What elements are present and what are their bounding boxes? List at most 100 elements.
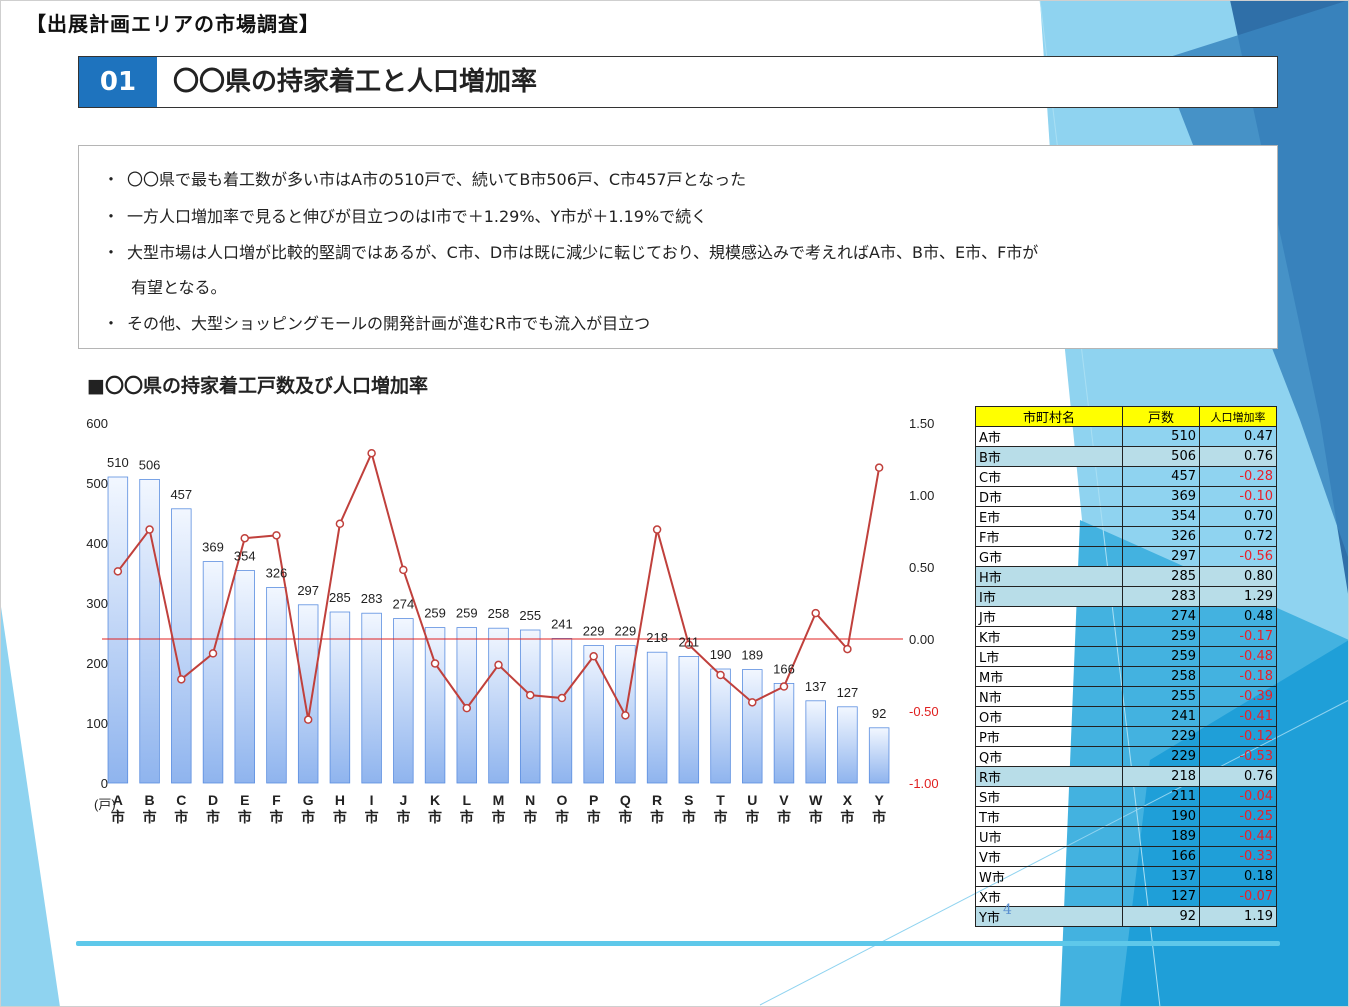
table-row: U市 189 -0.44 <box>975 826 1277 847</box>
y-right-tick-label: 0.50 <box>909 560 934 575</box>
bullet-item: ・その他、大型ショッピングモールの開発計画が進むR市でも流入が目立つ <box>103 310 650 334</box>
table-cell-count: 510 <box>1122 426 1200 447</box>
x-tick-label: C <box>176 792 186 808</box>
table-cell-name: J市 <box>975 606 1123 627</box>
line-point <box>113 567 123 576</box>
table-cell-count: 137 <box>1122 866 1200 887</box>
y-left-tick-label: 400 <box>86 536 108 551</box>
bar-data-label: 259 <box>456 606 478 621</box>
line-point <box>494 660 503 670</box>
line-point <box>399 565 408 575</box>
x-tick-label: V <box>779 792 789 808</box>
table-cell-rate: -0.12 <box>1199 726 1277 747</box>
y-right-tick-label: 1.00 <box>909 488 934 503</box>
bar <box>107 476 129 784</box>
table-cell-name: L市 <box>975 646 1123 667</box>
y-left-tick-label: 500 <box>86 476 108 491</box>
table-cell-rate: -0.48 <box>1199 646 1277 667</box>
line-point <box>272 531 281 540</box>
x-tick-label-suffix: 市 <box>143 809 157 825</box>
x-tick-label-suffix: 市 <box>777 809 791 825</box>
bar-data-label: 229 <box>615 624 637 639</box>
bar-data-label: 510 <box>107 455 129 470</box>
data-table: 市町村名 戸数 人口増加率 A市 510 0.47 B市 506 0.76 C市 457 -0.28 D… <box>975 406 1277 927</box>
table-cell-count: 457 <box>1122 466 1200 487</box>
bar <box>773 682 795 784</box>
table-cell-rate: -0.17 <box>1199 626 1277 647</box>
page-title: 【出展計画エリアの市場調査】 <box>26 12 320 36</box>
x-tick-label: Y <box>874 792 884 808</box>
x-tick-label: O <box>556 792 567 808</box>
x-tick-label: T <box>716 792 725 808</box>
line-point <box>652 525 662 534</box>
line-point <box>874 463 884 472</box>
table-row: M市 258 -0.18 <box>975 666 1277 687</box>
x-tick-label-suffix: 市 <box>365 809 379 825</box>
line-point <box>684 640 694 650</box>
y-left-unit-label: (戸) <box>94 797 116 812</box>
bar-data-label: 189 <box>741 648 763 663</box>
table-cell-name: H市 <box>975 566 1123 587</box>
table-cell-rate: -0.56 <box>1199 546 1277 567</box>
bar <box>742 669 763 784</box>
x-tick-label-suffix: 市 <box>555 809 569 825</box>
x-tick-label-suffix: 市 <box>872 809 886 825</box>
line-point <box>430 659 440 668</box>
table-header-row: 市町村名 戸数 人口増加率 <box>975 406 1277 427</box>
bar <box>710 668 731 784</box>
bullet-mark: ・ <box>103 170 120 189</box>
bar <box>234 570 255 784</box>
table-row: A市 510 0.47 <box>975 426 1277 447</box>
table-cell-count: 354 <box>1122 506 1200 527</box>
table-cell-name: G市 <box>975 546 1123 567</box>
bullet-mark: ・ <box>103 314 120 333</box>
x-tick-label: H <box>335 792 345 808</box>
table-row: J市 274 0.48 <box>975 606 1277 627</box>
section-number: 01 <box>79 57 157 107</box>
line-point <box>621 711 630 720</box>
x-tick-label: U <box>747 792 757 808</box>
table-cell-count: 190 <box>1122 806 1200 827</box>
bullet-mark: ・ <box>103 207 120 226</box>
x-tick-label: W <box>809 792 823 808</box>
x-tick-label: P <box>589 792 598 808</box>
table-cell-count: 127 <box>1122 886 1200 907</box>
table-cell-rate: 1.29 <box>1199 586 1277 607</box>
x-tick-label: B <box>145 792 155 808</box>
table-cell-rate: -0.28 <box>1199 466 1277 487</box>
x-tick-label-suffix: 市 <box>618 809 632 825</box>
bar-data-label: 457 <box>170 487 192 502</box>
table-cell-count: 326 <box>1122 526 1200 547</box>
bar-data-label: 190 <box>710 647 732 662</box>
y-left-tick-label: 200 <box>86 656 108 671</box>
bar-data-label: 274 <box>392 597 414 612</box>
bar-data-label: 241 <box>551 616 573 631</box>
bar-data-label: 326 <box>266 565 288 580</box>
line-point <box>779 682 789 691</box>
table-cell-rate: -0.33 <box>1199 846 1277 867</box>
bar <box>837 706 858 784</box>
table-cell-count: 274 <box>1122 606 1200 627</box>
x-tick-label-suffix: 市 <box>492 809 506 825</box>
table-cell-rate: -0.18 <box>1199 666 1277 687</box>
table-cell-count: 255 <box>1122 686 1200 707</box>
table-cell-name: U市 <box>975 826 1123 847</box>
table-row: S市 211 -0.04 <box>975 786 1277 807</box>
table-cell-rate: 0.47 <box>1199 426 1277 447</box>
line-point <box>748 698 757 707</box>
table-cell-name: S市 <box>975 786 1123 807</box>
bar <box>202 561 224 784</box>
table-cell-name: Q市 <box>975 746 1123 767</box>
table-row: O市 241 -0.41 <box>975 706 1277 727</box>
table-row: C市 457 -0.28 <box>975 466 1277 487</box>
x-tick-label-suffix: 市 <box>174 809 188 825</box>
line-point <box>145 525 154 534</box>
bar <box>266 586 287 784</box>
table-cell-count: 297 <box>1122 546 1200 567</box>
line-point <box>208 649 218 658</box>
bar <box>139 479 160 784</box>
x-tick-label-suffix: 市 <box>111 809 125 825</box>
table-cell-name: X市 <box>975 886 1123 907</box>
x-tick-label-suffix: 市 <box>682 809 696 825</box>
